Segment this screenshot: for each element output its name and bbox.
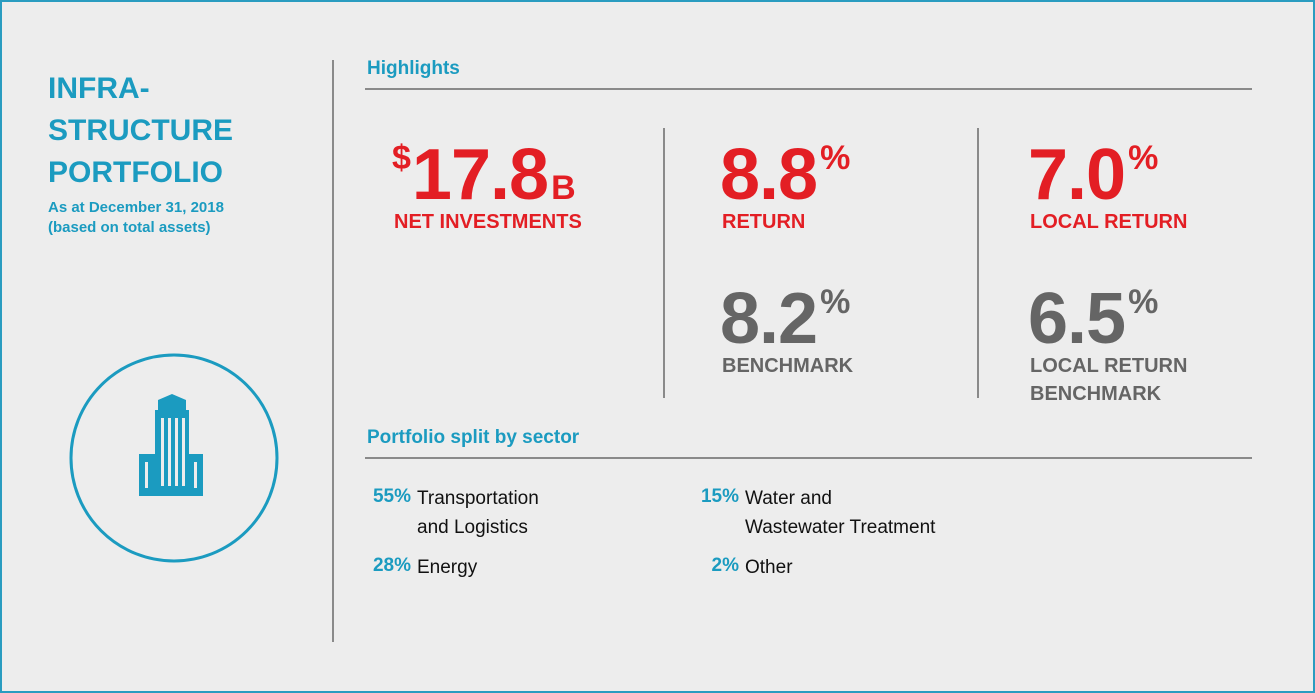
metric-label: RETURN xyxy=(722,211,806,233)
subtitle-line: As at December 31, 2018 xyxy=(48,199,224,216)
metric-suffix: % xyxy=(1128,283,1158,321)
rule xyxy=(365,457,1252,459)
metric-suffix: % xyxy=(1128,139,1158,177)
divider xyxy=(977,128,979,398)
heading: Portfolio split by sector xyxy=(367,427,580,448)
metric-label: BENCHMARK xyxy=(1030,383,1162,405)
sector-label: Transportation xyxy=(417,488,539,509)
sector-label: Wastewater Treatment xyxy=(745,517,936,538)
sector-label: and Logistics xyxy=(417,517,528,538)
sector-percent: 28% xyxy=(372,555,411,576)
title-line: PORTFOLIO xyxy=(48,156,223,189)
divider xyxy=(663,128,665,398)
metric-label: LOCAL RETURN xyxy=(1030,355,1188,377)
sector-label: Energy xyxy=(417,557,478,578)
metric-suffix: % xyxy=(820,283,850,321)
metric-value: 8.2% xyxy=(720,262,850,359)
divider xyxy=(332,60,334,642)
metric-label: BENCHMARK xyxy=(722,355,854,377)
metric-value: 7.0% xyxy=(1028,118,1158,215)
metric-number: 17.8 xyxy=(411,135,549,215)
sector-label: Other xyxy=(745,557,793,578)
sector-label: Water and xyxy=(745,488,832,509)
metric-value: $17.8B xyxy=(392,118,576,228)
subtitle-line: (based on total assets) xyxy=(48,219,211,236)
metric-value: 6.5% xyxy=(1028,262,1158,359)
metric-number: 6.5 xyxy=(1028,279,1126,359)
metric-suffix: % xyxy=(820,139,850,177)
metric-value: 8.8% xyxy=(720,118,850,215)
metric-number: 8.2 xyxy=(720,279,818,359)
metric-suffix: B xyxy=(551,169,576,207)
title-line: STRUCTURE xyxy=(48,114,233,147)
metric-label: LOCAL RETURN xyxy=(1030,211,1188,233)
sector-percent: 2% xyxy=(711,555,739,576)
metric-number: 7.0 xyxy=(1028,135,1126,215)
metric-label: NET INVESTMENTS xyxy=(394,211,582,233)
rule xyxy=(365,88,1252,90)
metric-prefix: $ xyxy=(392,139,411,177)
sector-percent: 55% xyxy=(372,486,411,507)
sector-percent: 15% xyxy=(700,486,739,507)
heading: Highlights xyxy=(367,58,460,79)
title-line: INFRA- xyxy=(48,72,150,105)
metric-number: 8.8 xyxy=(720,135,818,215)
building-icon xyxy=(69,353,279,563)
